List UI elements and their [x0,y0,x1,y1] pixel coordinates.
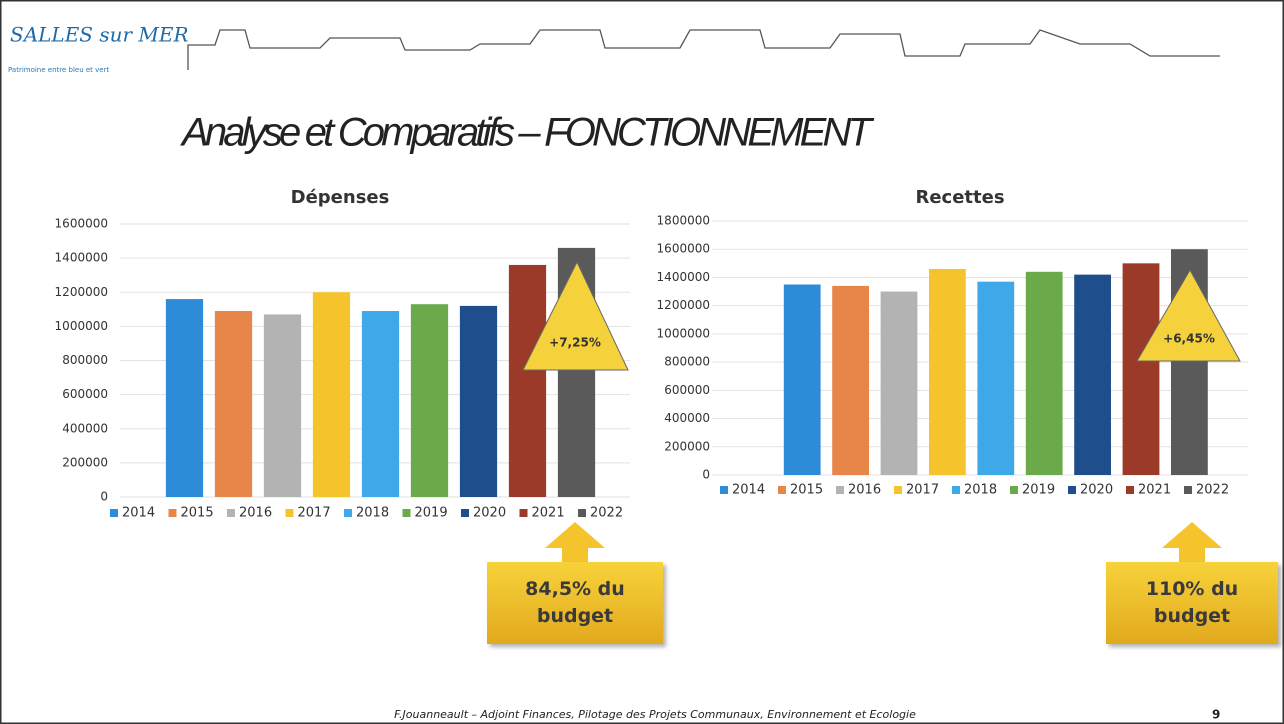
y-tick-label: 200000 [664,439,710,453]
legend-swatch [227,509,235,517]
bar [1025,271,1063,475]
y-tick-label: 0 [100,490,108,504]
legend-label: 2017 [906,483,939,498]
bar [361,311,400,497]
bar [880,291,918,475]
legend-label: 2022 [590,506,623,521]
legend-label: 2021 [532,506,565,521]
legend-swatch [1126,486,1134,494]
growth-triangle [522,260,629,371]
legend-label: 2019 [415,506,448,521]
legend-swatch [1184,486,1192,494]
legend-label: 2018 [964,483,997,498]
slide-title: Analyse et Comparatifs – FONCTIONNEMENT [180,111,875,155]
bar [1122,263,1160,475]
legend-swatch [461,509,469,517]
legend-label: 2022 [1196,483,1229,498]
y-tick-label: 1200000 [55,285,108,299]
bar [783,284,821,475]
legend-label: 2014 [732,483,765,498]
bar [459,305,498,497]
legend-swatch [952,486,960,494]
footer: F.Jouanneault – Adjoint Finances, Pilota… [394,708,916,721]
bar [410,304,449,497]
legend-label: 2015 [181,506,214,521]
y-tick-label: 800000 [664,355,710,369]
y-tick-label: 0 [702,468,710,482]
legend-swatch [578,509,586,517]
legend-swatch [285,509,294,517]
logo-name: SALLES sur MER [10,23,189,47]
legend-swatch [1068,486,1076,494]
skyline [187,29,1220,70]
y-tick-label: 600000 [62,387,108,401]
bar [312,292,351,497]
y-tick-label: 1400000 [657,270,710,284]
bar [832,285,869,475]
up-arrow [1162,522,1222,562]
legend-label: 2019 [1022,483,1055,498]
logo-tagline: Patrimoine entre bleu et vert [8,66,109,74]
legend-swatch [110,509,118,517]
y-tick-label: 600000 [664,383,710,397]
up-arrow [545,522,605,562]
legend-swatch [402,509,411,517]
legend-label: 2015 [790,483,823,498]
legend-swatch [1010,486,1018,494]
bar [929,268,966,475]
bar [263,314,302,497]
growth-label: +6,45% [1163,332,1215,346]
legend-label: 2020 [473,506,506,521]
legend-label: 2017 [298,506,331,521]
page-number: 9 [1212,708,1220,722]
legend-label: 2016 [239,506,272,521]
legend-swatch [519,509,528,517]
growth-label: +7,25% [549,336,601,350]
legend-swatch [836,486,844,494]
y-tick-label: 400000 [664,411,710,425]
growth-triangle [1136,268,1241,362]
y-tick-label: 1600000 [657,242,710,256]
bar [977,281,1015,475]
chart-title: Recettes [915,187,1004,208]
legend-label: 2020 [1080,483,1113,498]
legend-label: 2021 [1138,483,1171,498]
bar [508,264,547,497]
legend-swatch [778,486,786,494]
bar [214,311,253,497]
budget-note: 84,5% du budget [487,562,663,644]
y-tick-label: 1800000 [657,214,710,228]
legend-swatch [894,486,902,494]
y-tick-label: 1200000 [657,298,710,312]
chart-title: Dépenses [291,187,390,208]
y-tick-label: 1000000 [55,319,108,333]
y-tick-label: 400000 [62,421,108,435]
legend-swatch [168,509,177,517]
legend-label: 2016 [848,483,881,498]
y-tick-label: 1000000 [657,326,710,340]
bar [165,299,204,497]
y-tick-label: 1400000 [55,251,108,265]
legend-swatch [720,486,728,494]
budget-note: 110% du budget [1106,562,1278,644]
legend-label: 2018 [356,506,389,521]
bar [1074,274,1111,475]
legend-swatch [344,509,352,517]
y-tick-label: 200000 [62,455,108,469]
y-tick-label: 800000 [62,353,108,367]
y-tick-label: 1600000 [55,217,108,231]
legend-label: 2014 [122,506,155,521]
